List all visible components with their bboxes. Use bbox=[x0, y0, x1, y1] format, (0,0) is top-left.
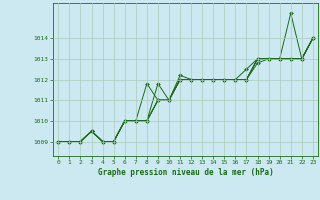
X-axis label: Graphe pression niveau de la mer (hPa): Graphe pression niveau de la mer (hPa) bbox=[98, 168, 274, 177]
